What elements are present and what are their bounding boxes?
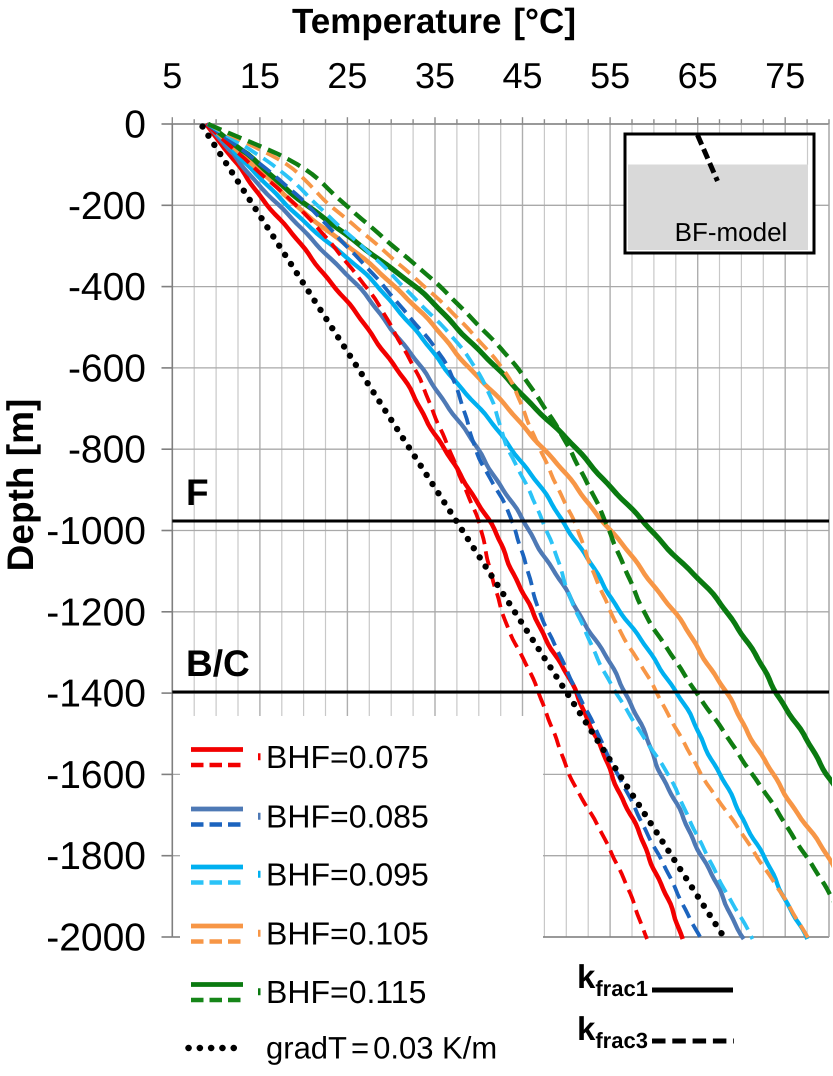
svg-text:B/C: B/C [186, 643, 250, 684]
svg-text:65: 65 [678, 55, 718, 96]
svg-text:kfrac3: kfrac3 [577, 1010, 648, 1053]
svg-text:Depth [m]: Depth [m] [0, 399, 41, 572]
svg-text:-400: -400 [68, 266, 146, 309]
svg-text:BHF=0.105: BHF=0.105 [266, 915, 429, 951]
svg-text:BHF=0.075: BHF=0.075 [266, 739, 429, 775]
svg-text:-2000: -2000 [46, 917, 146, 960]
svg-text:25: 25 [327, 55, 367, 96]
svg-text:BHF=0.085: BHF=0.085 [266, 798, 429, 834]
svg-text:5: 5 [162, 55, 182, 96]
svg-text:15: 15 [240, 55, 280, 96]
svg-text:-1600: -1600 [46, 754, 146, 797]
svg-text:Temperature[°C]: Temperature [°C] [292, 2, 576, 41]
svg-text:75: 75 [765, 55, 805, 96]
svg-text:-1000: -1000 [46, 510, 146, 553]
svg-text:0: 0 [124, 104, 146, 147]
svg-text:F: F [186, 472, 209, 513]
svg-text:-600: -600 [68, 347, 146, 390]
svg-text:-200: -200 [68, 185, 146, 228]
svg-text:35: 35 [415, 55, 455, 96]
svg-text:-1400: -1400 [46, 673, 146, 716]
svg-text:gradT=0.03 K/m: gradT = 0.03 K/m [266, 1031, 497, 1066]
svg-text:-1800: -1800 [46, 835, 146, 878]
svg-text:55: 55 [590, 55, 630, 96]
svg-text:-800: -800 [68, 429, 146, 472]
svg-text:45: 45 [502, 55, 542, 96]
svg-text:BF-model: BF-model [675, 217, 788, 247]
svg-text:BHF=0.095: BHF=0.095 [266, 856, 429, 892]
svg-text:BHF=0.115: BHF=0.115 [266, 974, 426, 1010]
svg-text:-1200: -1200 [46, 591, 146, 634]
